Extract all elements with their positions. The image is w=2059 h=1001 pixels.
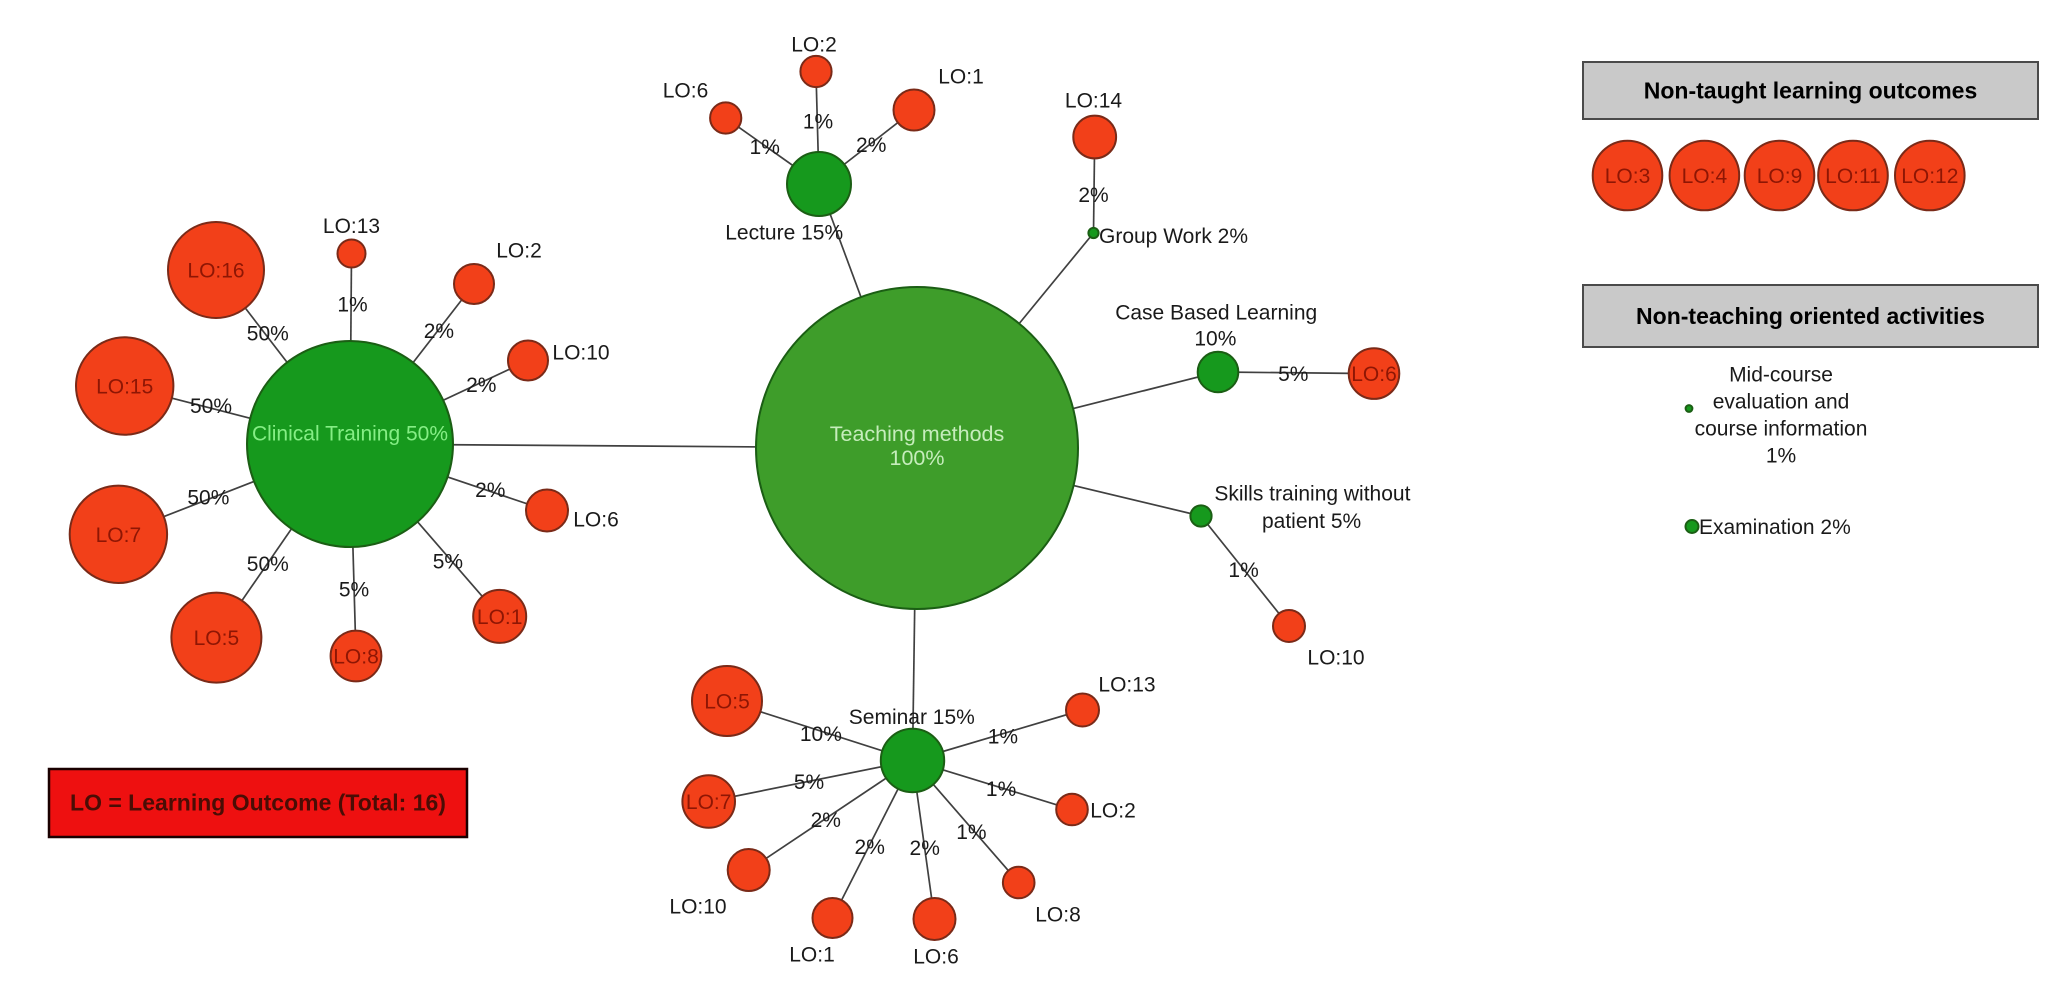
svg-text:Non-teaching oriented activiti: Non-teaching oriented activities bbox=[1636, 303, 1985, 329]
svg-text:1%: 1% bbox=[986, 778, 1016, 801]
svg-text:LO:11: LO:11 bbox=[1825, 165, 1881, 188]
svg-text:10%: 10% bbox=[1194, 327, 1236, 350]
svg-text:5%: 5% bbox=[339, 578, 369, 601]
svg-text:Skills training without: Skills training without bbox=[1214, 483, 1410, 506]
svg-text:LO:10: LO:10 bbox=[552, 342, 609, 365]
svg-text:LO:6: LO:6 bbox=[1351, 363, 1397, 386]
svg-text:2%: 2% bbox=[910, 837, 940, 860]
svg-text:5%: 5% bbox=[1278, 363, 1308, 386]
svg-text:1%: 1% bbox=[750, 136, 780, 159]
svg-text:50%: 50% bbox=[190, 395, 232, 418]
svg-text:LO:13: LO:13 bbox=[1098, 674, 1155, 697]
svg-text:Lecture 15%: Lecture 15% bbox=[725, 222, 843, 245]
svg-text:1%: 1% bbox=[337, 294, 367, 317]
svg-text:LO:7: LO:7 bbox=[686, 791, 732, 814]
svg-text:Teaching methods: Teaching methods bbox=[830, 422, 1005, 446]
svg-text:LO:8: LO:8 bbox=[1035, 904, 1081, 927]
svg-text:LO:8: LO:8 bbox=[333, 646, 379, 669]
svg-text:Examination 2%: Examination 2% bbox=[1699, 516, 1851, 539]
svg-text:course information: course information bbox=[1695, 418, 1868, 441]
svg-text:50%: 50% bbox=[247, 323, 289, 346]
svg-text:50%: 50% bbox=[247, 553, 289, 576]
svg-text:LO:13: LO:13 bbox=[323, 215, 380, 238]
svg-text:LO:6: LO:6 bbox=[573, 509, 619, 532]
svg-text:Clinical Training 50%: Clinical Training 50% bbox=[252, 423, 448, 446]
svg-text:2%: 2% bbox=[856, 134, 886, 157]
svg-text:LO:4: LO:4 bbox=[1682, 165, 1728, 188]
svg-text:LO = Learning Outcome (Total:: LO = Learning Outcome (Total: 16) bbox=[70, 790, 446, 816]
svg-text:2%: 2% bbox=[811, 809, 841, 832]
svg-text:Seminar 15%: Seminar 15% bbox=[849, 706, 975, 729]
svg-text:1%: 1% bbox=[1766, 445, 1796, 468]
svg-text:1%: 1% bbox=[988, 725, 1018, 748]
svg-text:Case Based Learning: Case Based Learning bbox=[1115, 302, 1317, 325]
svg-text:2%: 2% bbox=[1078, 184, 1108, 207]
svg-text:LO:9: LO:9 bbox=[1757, 165, 1803, 188]
svg-text:50%: 50% bbox=[187, 487, 229, 510]
svg-text:LO:5: LO:5 bbox=[194, 627, 240, 650]
svg-text:1%: 1% bbox=[1228, 559, 1258, 582]
svg-text:100%: 100% bbox=[890, 446, 945, 470]
svg-text:LO:2: LO:2 bbox=[791, 34, 837, 57]
svg-text:2%: 2% bbox=[424, 320, 454, 343]
svg-text:2%: 2% bbox=[855, 836, 885, 859]
svg-text:LO:6: LO:6 bbox=[913, 946, 959, 969]
svg-text:LO:14: LO:14 bbox=[1065, 90, 1123, 113]
svg-text:1%: 1% bbox=[803, 111, 833, 134]
svg-text:LO:12: LO:12 bbox=[1901, 165, 1958, 188]
svg-text:5%: 5% bbox=[794, 771, 824, 794]
svg-text:LO:2: LO:2 bbox=[1090, 800, 1136, 823]
svg-text:LO:15: LO:15 bbox=[96, 376, 153, 399]
svg-text:LO:16: LO:16 bbox=[187, 260, 244, 283]
svg-text:LO:5: LO:5 bbox=[704, 691, 750, 714]
svg-text:Group Work 2%: Group Work 2% bbox=[1099, 225, 1248, 248]
svg-text:2%: 2% bbox=[466, 374, 496, 397]
svg-text:LO:6: LO:6 bbox=[663, 80, 709, 103]
svg-text:patient 5%: patient 5% bbox=[1262, 510, 1361, 533]
svg-text:LO:7: LO:7 bbox=[96, 524, 142, 547]
svg-text:10%: 10% bbox=[800, 723, 842, 746]
svg-text:2%: 2% bbox=[475, 479, 505, 502]
svg-text:1%: 1% bbox=[956, 821, 986, 844]
svg-text:LO:2: LO:2 bbox=[496, 240, 542, 263]
svg-text:Mid-course: Mid-course bbox=[1729, 364, 1833, 387]
svg-text:LO:1: LO:1 bbox=[938, 66, 984, 89]
svg-text:LO:1: LO:1 bbox=[477, 606, 523, 629]
svg-text:5%: 5% bbox=[433, 550, 463, 573]
svg-text:LO:10: LO:10 bbox=[1307, 647, 1364, 670]
svg-text:evaluation and: evaluation and bbox=[1713, 391, 1850, 414]
svg-text:LO:3: LO:3 bbox=[1605, 165, 1651, 188]
svg-text:Non-taught learning outcomes: Non-taught learning outcomes bbox=[1644, 78, 1978, 104]
svg-text:LO:10: LO:10 bbox=[669, 896, 726, 919]
svg-text:LO:1: LO:1 bbox=[789, 944, 835, 967]
